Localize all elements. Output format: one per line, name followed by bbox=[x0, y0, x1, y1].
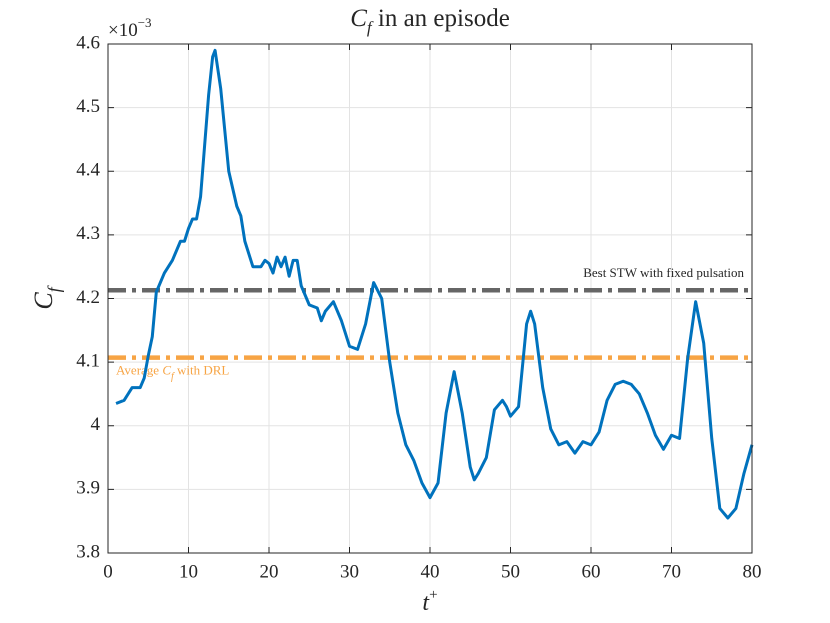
y-tick-label: 4.2 bbox=[76, 287, 100, 308]
reference-label: Best STW with fixed pulsation bbox=[583, 265, 744, 280]
y-multiplier-part: −3 bbox=[138, 15, 152, 30]
y-axis-label-part: C bbox=[29, 292, 58, 310]
x-tick-label: 30 bbox=[340, 561, 359, 582]
y-tick-label: 4 bbox=[91, 414, 101, 435]
y-tick-label: 4.3 bbox=[76, 223, 100, 244]
x-axis-label-part: + bbox=[429, 587, 437, 603]
chart-title: Cf in an episode bbox=[350, 5, 510, 38]
axes-box bbox=[107, 43, 753, 554]
x-tick-label: 50 bbox=[501, 561, 520, 582]
y-multiplier-part: ×10 bbox=[108, 20, 138, 41]
y-tick-label: 4.1 bbox=[76, 350, 100, 371]
reference-label-part: with DRL bbox=[174, 363, 230, 378]
x-tick-label: 40 bbox=[421, 561, 440, 582]
y-tick-label: 3.9 bbox=[76, 478, 100, 499]
x-tick-label: 70 bbox=[662, 561, 681, 582]
chart-title-part: f bbox=[367, 18, 374, 37]
y-tick-label: 4.6 bbox=[76, 32, 100, 53]
x-tick-label: 80 bbox=[743, 561, 762, 582]
x-axis-label-part: t bbox=[422, 590, 430, 616]
reference-label-part: Best STW with fixed pulsation bbox=[583, 265, 744, 280]
reference-label-part: Average bbox=[116, 363, 162, 378]
x-tick-label: 20 bbox=[260, 561, 279, 582]
y-tick-label: 4.5 bbox=[76, 96, 100, 117]
x-tick-label: 0 bbox=[103, 561, 113, 582]
x-tick-label: 60 bbox=[582, 561, 601, 582]
x-tick-label: 10 bbox=[179, 561, 198, 582]
y-tick-label: 4.4 bbox=[76, 160, 100, 181]
reference-label-part: C bbox=[162, 363, 171, 378]
y-tick-label: 3.8 bbox=[76, 541, 100, 562]
chart-title-part: in an episode bbox=[372, 5, 510, 32]
y-multiplier: ×10−3 bbox=[108, 15, 152, 41]
y-axis-label: Cf bbox=[29, 284, 64, 309]
data-line bbox=[115, 48, 754, 520]
chart-title-part: C bbox=[350, 5, 367, 32]
x-axis-label: t+ bbox=[422, 587, 437, 615]
y-axis-label-part: f bbox=[44, 284, 64, 292]
reference-label: Average Cf with DRL bbox=[116, 363, 229, 383]
reference-label-part: f bbox=[171, 371, 175, 382]
